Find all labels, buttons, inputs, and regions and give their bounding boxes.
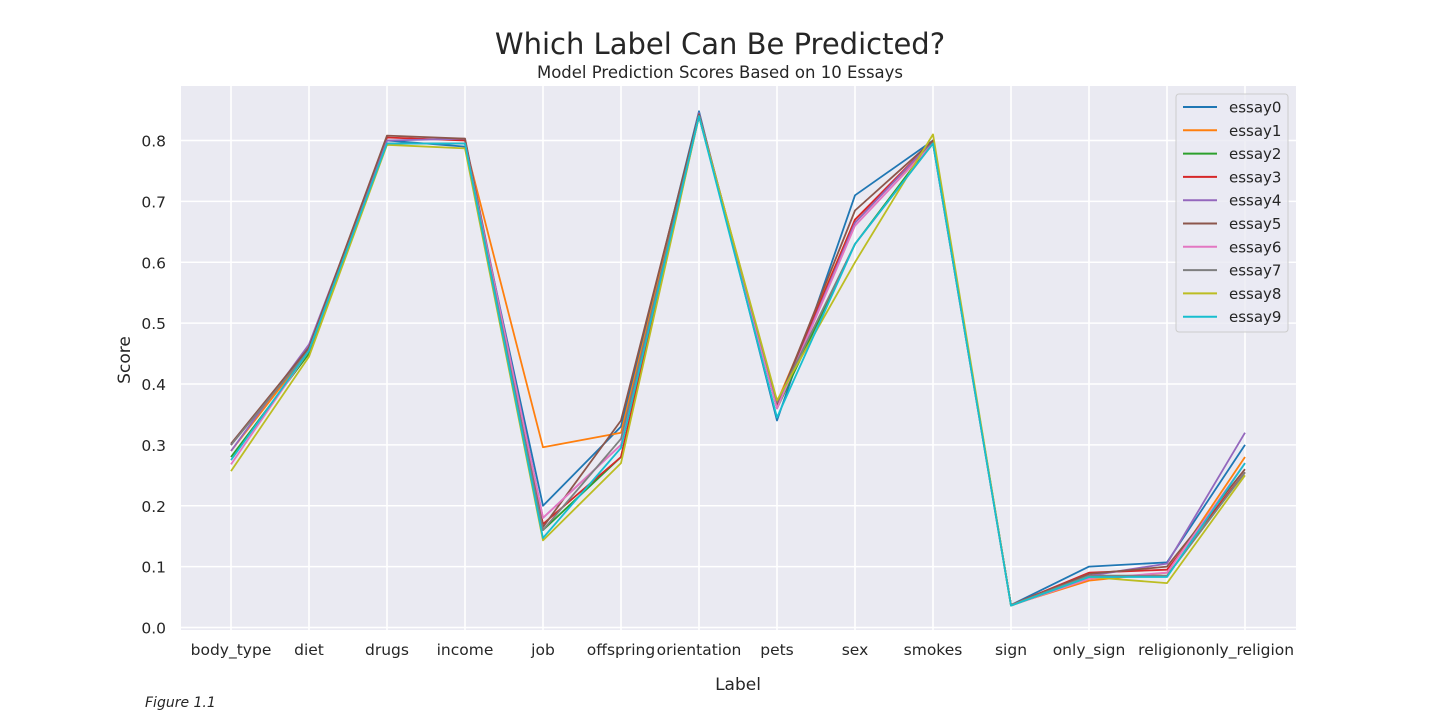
x-axis-label: Label xyxy=(715,675,761,695)
x-tick-label: job xyxy=(530,641,555,659)
x-tick-label: only_sign xyxy=(1053,641,1126,660)
plot-area xyxy=(181,86,1296,630)
legend-entry: essay4 xyxy=(1229,192,1281,210)
x-tick-label: income xyxy=(437,641,494,659)
legend-entry: essay5 xyxy=(1229,215,1281,233)
y-tick-label: 0.2 xyxy=(141,498,166,516)
chart-title: Which Label Can Be Predicted? xyxy=(494,27,946,61)
x-tick-label: smokes xyxy=(904,641,963,659)
x-tick-label: only_religion xyxy=(1196,641,1294,660)
y-tick-label: 0.8 xyxy=(141,133,166,151)
legend-entry: essay6 xyxy=(1229,238,1281,256)
x-tick-label: diet xyxy=(294,641,324,659)
y-tick-label: 0.3 xyxy=(141,437,166,455)
legend-entry: essay8 xyxy=(1229,285,1281,303)
y-tick-label: 0.7 xyxy=(141,193,166,211)
y-tick-label: 0.5 xyxy=(141,315,166,333)
x-tick-label: drugs xyxy=(365,641,409,659)
chart-subtitle: Model Prediction Scores Based on 10 Essa… xyxy=(536,63,904,82)
legend-entry: essay9 xyxy=(1229,308,1281,326)
figure-caption: Figure 1.1 xyxy=(145,695,216,711)
y-tick-label: 0.0 xyxy=(141,620,166,638)
y-tick-label: 0.6 xyxy=(141,254,166,272)
legend-entry: essay0 xyxy=(1229,99,1281,117)
x-tick-label: body_type xyxy=(191,641,272,660)
y-tick-label: 0.1 xyxy=(141,559,166,577)
x-tick-label: religion xyxy=(1138,641,1196,659)
legend-entry: essay1 xyxy=(1229,122,1281,140)
y-axis-label: Score xyxy=(115,336,135,384)
x-tick-label: sex xyxy=(842,641,869,659)
x-tick-label: sign xyxy=(995,641,1027,659)
x-tick-label: offspring xyxy=(587,641,655,659)
series-line-essay9 xyxy=(230,115,1246,607)
legend-entry: essay3 xyxy=(1229,168,1281,186)
legend: essay0 essay1 essay2 essay3 essay4 essay5 essa… xyxy=(1175,93,1289,333)
legend-entry: essay2 xyxy=(1229,145,1281,163)
legend-entry: essay7 xyxy=(1229,262,1281,280)
x-tick-label: orientation xyxy=(657,641,742,659)
y-tick-label: 0.4 xyxy=(141,376,166,394)
x-tick-label: pets xyxy=(760,641,794,659)
